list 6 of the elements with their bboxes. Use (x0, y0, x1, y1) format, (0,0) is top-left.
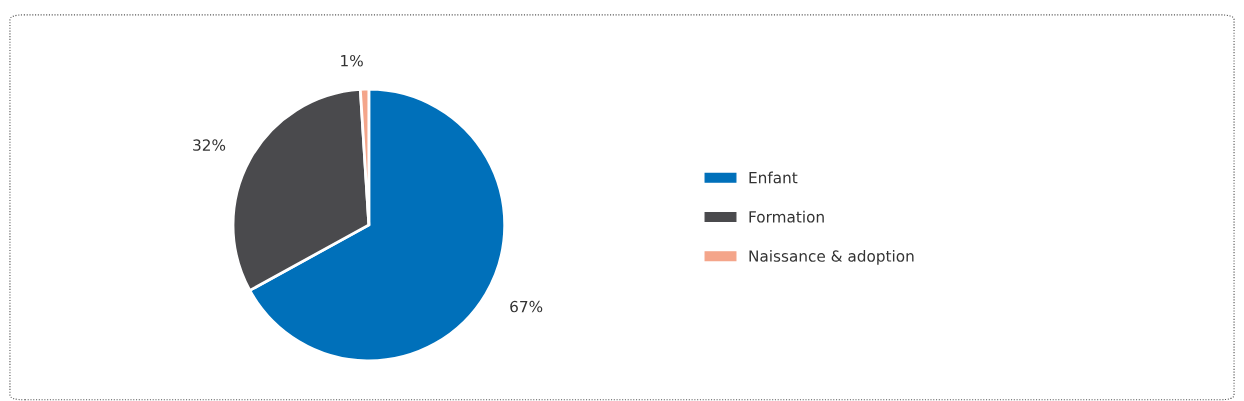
legend-label: Naissance & adoption (749, 250, 914, 265)
data-label: 1% (341, 54, 363, 67)
data-label: 32% (193, 139, 226, 151)
legend-label: Enfant (749, 171, 798, 184)
data-label: 67% (510, 300, 543, 313)
legend-label: Formation (749, 210, 824, 223)
